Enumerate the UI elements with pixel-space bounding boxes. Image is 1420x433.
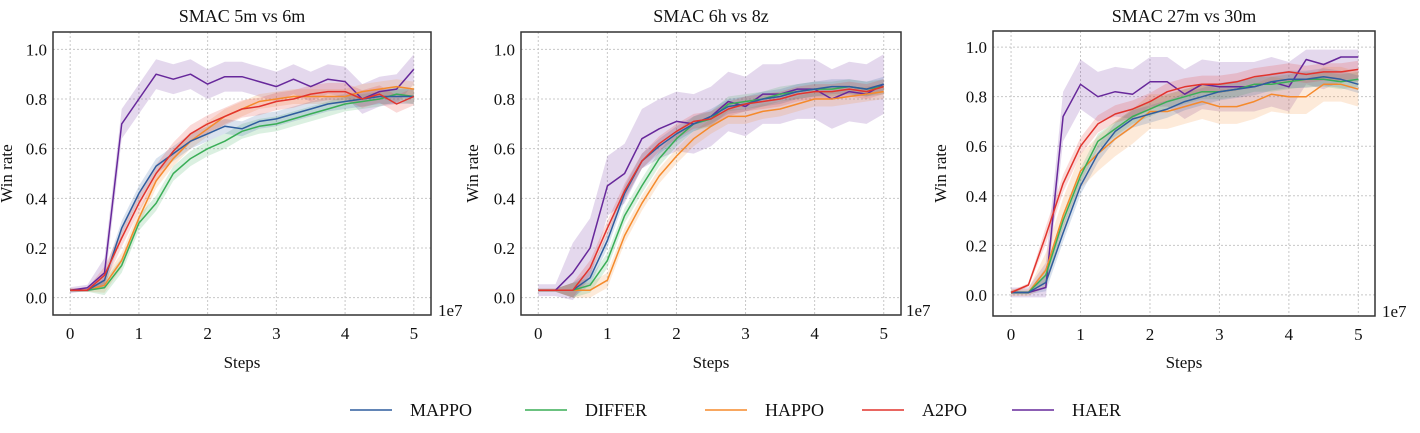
- band-a2po: [1011, 60, 1359, 295]
- y-tick-label: 0.4: [966, 187, 988, 206]
- y-tick-label: 0.4: [494, 189, 516, 208]
- y-tick-label: 0.0: [26, 289, 47, 308]
- x-tick-label: 2: [1146, 325, 1155, 344]
- y-axis-label: Win rate: [931, 144, 950, 202]
- x-tick-label: 4: [810, 324, 819, 343]
- y-tick-label: 0.4: [26, 189, 48, 208]
- y-tick-label: 0.6: [494, 140, 515, 159]
- line-a2po: [1010, 68, 1359, 294]
- legend-label: A2PO: [922, 400, 967, 420]
- x-tick-label: 3: [741, 324, 750, 343]
- line-haer: [1011, 56, 1359, 294]
- band-haer: [538, 54, 884, 301]
- y-axis-label: Win rate: [0, 144, 16, 202]
- y-tick-label: 0.8: [494, 90, 515, 109]
- x-tick-label: 2: [672, 324, 681, 343]
- axes-frame: [992, 30, 1376, 317]
- line-mappo: [538, 83, 884, 291]
- x-tick-label: 5: [410, 324, 419, 343]
- subplot-3: 0.0 0.2 0.4 0.6 0.8 1.0 0 1 2 3 4 5 SMAC 27m vs 30m S…: [931, 6, 1407, 372]
- line-mappo: [1011, 76, 1359, 294]
- line-happo: [538, 90, 884, 291]
- y-tick-label: 0.2: [26, 239, 47, 258]
- y-tick-label: 0.8: [26, 90, 47, 109]
- line-a2po: [538, 85, 884, 291]
- x-tick-label: 1: [603, 324, 612, 343]
- legend-item-haer: HAER: [1012, 400, 1121, 420]
- legend-item-differ: DIFFER: [525, 400, 647, 420]
- band-a2po: [538, 79, 884, 298]
- y-tick-label: 0.2: [966, 236, 987, 255]
- subplot-1: 0.0 0.2 0.4 0.6 0.8 1.0 0 1 2 3 4 5 SMAC 5m vs 6m Ste…: [0, 6, 463, 372]
- y-tick-label: 0.0: [966, 286, 987, 305]
- x-tick-label: 0: [66, 324, 75, 343]
- x-tick-label: 5: [1354, 325, 1363, 344]
- x-tick-label: 1: [1076, 325, 1085, 344]
- chart-title: SMAC 27m vs 30m: [1112, 6, 1257, 26]
- y-tick-label: 0.6: [26, 140, 47, 159]
- y-tick-label: 0.0: [494, 289, 515, 308]
- y-tick-label: 1.0: [494, 40, 515, 59]
- x-axis-label: Steps: [1166, 353, 1203, 372]
- x-axis-label: Steps: [693, 353, 730, 372]
- band-differ: [1011, 71, 1359, 294]
- x-tick-label: 4: [341, 324, 350, 343]
- legend-item-mappo: MAPPO: [350, 400, 472, 420]
- band-mappo: [538, 76, 884, 298]
- x-tick-label: 3: [272, 324, 281, 343]
- y-tick-label: 0.2: [494, 239, 515, 258]
- x-tick-label: 0: [1007, 325, 1016, 344]
- band-differ: [538, 79, 884, 298]
- axes-frame: [52, 31, 432, 316]
- x-tick-label: 2: [203, 324, 212, 343]
- legend-item-a2po: A2PO: [862, 400, 967, 420]
- line-a2po: [70, 90, 415, 291]
- x-tick-label: 1: [135, 324, 144, 343]
- legend-item-happo: HAPPO: [705, 400, 824, 420]
- band-mappo: [1011, 68, 1359, 295]
- legend: MAPPO DIFFER HAPPO A2PO HAER: [350, 400, 1121, 420]
- x-offset-text: 1e7: [906, 301, 931, 320]
- chart-title: SMAC 5m vs 6m: [179, 6, 306, 26]
- legend-label: MAPPO: [410, 400, 472, 420]
- band-haer: [1011, 49, 1359, 298]
- x-tick-label: 5: [879, 324, 888, 343]
- legend-label: DIFFER: [585, 400, 647, 420]
- line-differ: [70, 93, 414, 291]
- x-tick-label: 0: [534, 324, 543, 343]
- y-tick-label: 0.8: [966, 88, 987, 107]
- subplot-2: 0.0 0.2 0.4 0.6 0.8 1.0 0 1 2 3 4 5 SMAC 6h vs 8z Ste…: [463, 6, 931, 372]
- x-offset-text: 1e7: [1382, 302, 1407, 321]
- y-tick-label: 0.6: [966, 137, 987, 156]
- legend-label: HAER: [1072, 400, 1121, 420]
- y-tick-label: 1.0: [966, 38, 987, 57]
- chart-title: SMAC 6h vs 8z: [653, 6, 769, 26]
- y-tick-label: 1.0: [26, 40, 47, 59]
- x-offset-text: 1e7: [438, 301, 463, 320]
- line-mappo: [70, 95, 414, 291]
- legend-label: HAPPO: [765, 400, 824, 420]
- band-mappo: [70, 89, 414, 292]
- x-tick-label: 3: [1215, 325, 1224, 344]
- line-happo: [1011, 83, 1359, 294]
- x-tick-label: 4: [1285, 325, 1294, 344]
- axes-frame: [520, 31, 902, 316]
- y-axis-label: Win rate: [463, 144, 482, 202]
- x-axis-label: Steps: [224, 353, 261, 372]
- line-differ: [1011, 78, 1359, 294]
